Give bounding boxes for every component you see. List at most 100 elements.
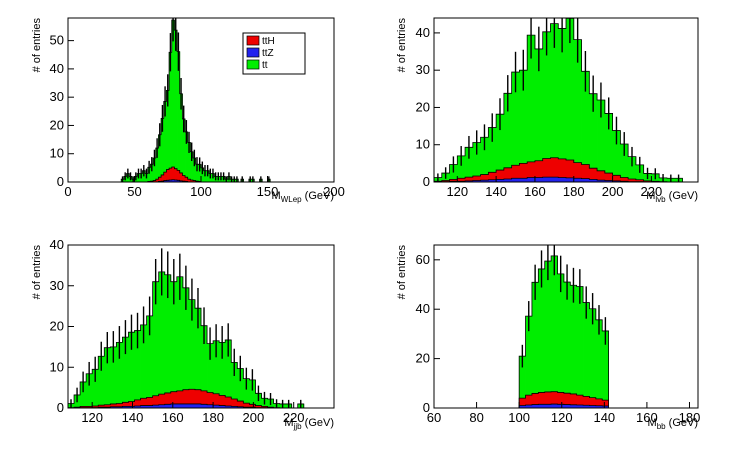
bar-tt [169,52,173,182]
bar-ttz [188,403,196,408]
legend-label-tt: tt [262,60,268,71]
bar-ttz [558,177,567,182]
x-tick-label: 140 [593,410,615,425]
yticks-mlvb: 0 10 20 30 40 [416,25,440,189]
bar-tth [153,180,157,182]
bar-tt [182,118,186,182]
bar-tt [534,48,544,182]
y-tick-label: 40 [50,61,64,76]
legend-swatch-tt [246,59,260,70]
bar-tth [146,397,154,408]
x-tick-label: 200 [243,410,265,425]
bar-tt [225,339,232,408]
bar-tt [170,281,178,408]
bar-tth [158,177,162,182]
panel-mjjb: 120 140 160 180 200 220 0 10 20 30 40 # of entrie… [31,237,335,431]
bar-tth [620,177,629,182]
bar-tt [457,155,466,182]
bar-tth [169,168,173,182]
bar-tth [158,394,166,408]
bar-tth [573,162,582,182]
bar-tth [166,169,170,182]
bar-ttz [194,403,202,408]
bar-tt [195,164,199,182]
bar-tt [116,342,123,408]
bar-ttz [110,406,117,408]
outline-ttz [68,403,334,408]
x-tick-label: 120 [551,410,573,425]
x-tick-label: 100 [190,184,212,199]
bar-ttz [597,180,606,182]
bar-tth [188,389,196,408]
yticks-wlep: 0 10 20 30 40 50 [50,33,74,189]
bar-tt [602,330,609,408]
y-tick-label: 0 [423,400,430,415]
errorbars-wlep [121,18,270,182]
bar-tt [185,131,189,182]
y-tick-label: 60 [416,252,430,267]
bar-tth [207,392,214,408]
bar-ttz [122,406,129,408]
bar-tt [190,151,194,182]
bar-tt [98,356,105,408]
bar-ttz [225,405,232,408]
x-tick-label: 180 [202,410,224,425]
y-tick-label: 10 [50,359,64,374]
bar-tth [570,393,578,408]
bar-tt [620,143,629,182]
x-tick-label: 160 [162,410,184,425]
bar-ttz [550,177,559,182]
bar-tt [86,373,93,408]
bar-tt [488,127,497,182]
bar-ttz [534,177,544,182]
errorbars-mjjb [70,248,302,408]
bar-tt [92,369,99,408]
bar-tt [480,137,489,182]
bar-ttz [163,180,167,182]
bar-tth [201,390,208,408]
y-tick-label: 20 [416,351,430,366]
bar-tt [581,71,590,182]
outline-tth [518,391,609,408]
bar-ttz [182,403,190,408]
bar-tt [531,282,539,408]
bar-tth [534,160,544,182]
outline-tth [121,166,281,182]
bar-tth [589,168,598,182]
bar-tth [185,177,189,182]
y-tick-label: 20 [50,117,64,132]
bar-tth [255,405,262,408]
y-tick-label: 20 [416,99,430,114]
panel-mbb: 60 80 100 120 140 160 180 0 20 40 60 # of entries… [396,244,700,431]
bar-tt [597,100,606,182]
bar-ttz [152,405,160,408]
bar-tth [519,163,528,182]
xlabel-mlvb: Mlvb (GeV) [646,190,698,204]
bar-ttz [557,404,565,408]
bar-tth [187,179,191,182]
bar-tth [155,179,159,182]
bar-tth [261,406,268,408]
bar-tt [550,23,559,182]
outline-tth [434,157,698,182]
bar-tth [163,172,167,182]
bar-ttz [207,404,214,408]
bar-tt [558,28,567,182]
y-tick-label: 40 [416,301,430,316]
bar-tth [104,404,111,408]
bar-tt [503,93,513,182]
legend-label-tth: ttH [262,36,275,47]
bar-tt [177,51,181,182]
bar-tt [153,157,157,182]
bar-tth [86,406,93,408]
bar-tth [110,403,117,408]
bar-tt [207,343,214,408]
bar-tth [635,179,645,182]
bar-tt [179,93,183,182]
y-tick-label: 30 [50,89,64,104]
bar-tth [80,406,87,408]
bar-tt [155,148,159,182]
bar-ttz [576,405,584,408]
bar-ttz [164,404,172,408]
bar-tth [589,397,597,408]
